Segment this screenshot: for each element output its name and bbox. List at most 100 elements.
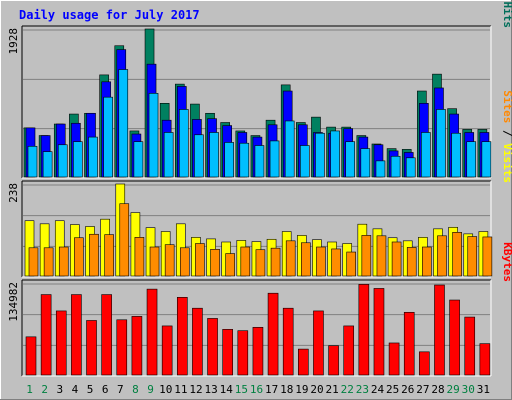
bar-pages-day-19 xyxy=(300,145,310,178)
x-tick-label-31: 31 xyxy=(477,383,490,396)
x-tick-label-23: 23 xyxy=(356,383,369,396)
bar-pages-day-9 xyxy=(148,93,159,178)
bar-sites-day-27 xyxy=(422,246,432,277)
bar-pages-day-6 xyxy=(103,96,113,178)
x-tick-label-12: 12 xyxy=(189,383,202,396)
bar-sites-day-18 xyxy=(285,240,296,277)
bar-sites-day-20 xyxy=(316,246,326,277)
bar-pages-day-5 xyxy=(88,136,98,178)
bar-sites-day-19 xyxy=(301,242,311,277)
bar-sites-day-10 xyxy=(164,244,175,277)
x-axis-labels: 1 2 3 4 5 6 7 8 9 10 11 12 13 14 15 16 17 18 19 20 21 22 23 24 2… xyxy=(26,383,490,396)
bar-pages-day-26 xyxy=(405,157,416,178)
panel-bottom: 134982 KBytes xyxy=(7,242,512,377)
bar-kbytes-day-28 xyxy=(434,284,445,376)
bar-sites-day-21 xyxy=(331,248,341,277)
x-tick-label-13: 13 xyxy=(204,383,217,396)
bar-kbytes-day-12 xyxy=(192,307,203,376)
bar-pages-day-29 xyxy=(451,132,461,178)
bar-kbytes-day-31 xyxy=(479,343,491,376)
bar-kbytes-day-5 xyxy=(86,320,97,376)
series-label-part: KBytes xyxy=(501,242,512,282)
bar-kbytes-day-6 xyxy=(101,294,112,376)
x-tick-label-2: 2 xyxy=(41,383,48,396)
bar-sites-day-24 xyxy=(376,235,387,277)
bar-kbytes-day-30 xyxy=(464,316,476,376)
bar-kbytes-day-11 xyxy=(176,297,188,376)
bar-sites-day-22 xyxy=(346,251,357,277)
bar-kbytes-day-25 xyxy=(388,342,400,376)
bar-kbytes-day-16 xyxy=(252,326,264,376)
x-tick-label-1: 1 xyxy=(26,383,33,396)
bar-pages-day-22 xyxy=(345,141,356,178)
bar-pages-day-8 xyxy=(133,141,144,178)
bar-pages-day-18 xyxy=(284,120,295,178)
x-tick-label-10: 10 xyxy=(159,383,172,396)
x-tick-label-26: 26 xyxy=(401,383,414,396)
panel-mid-max-label: 238 xyxy=(7,183,20,203)
bar-kbytes-day-21 xyxy=(328,345,339,376)
x-tick-label-22: 22 xyxy=(341,383,354,396)
bar-pages-day-24 xyxy=(375,160,386,178)
bar-kbytes-day-22 xyxy=(343,325,355,376)
bar-sites-day-26 xyxy=(406,247,417,277)
bar-kbytes-day-26 xyxy=(403,311,415,376)
bar-kbytes-day-27 xyxy=(419,351,430,376)
x-tick-label-25: 25 xyxy=(386,383,399,396)
x-tick-label-18: 18 xyxy=(280,383,293,396)
bar-kbytes-day-9 xyxy=(146,288,158,376)
bar-kbytes-day-13 xyxy=(207,318,218,376)
bar-kbytes-day-3 xyxy=(55,310,67,376)
bar-sites-day-25 xyxy=(391,241,402,277)
bar-pages-day-13 xyxy=(209,132,219,178)
bar-sites-day-2 xyxy=(43,247,54,277)
bar-sites-day-29 xyxy=(452,232,462,277)
bar-kbytes-day-18 xyxy=(282,307,294,376)
bar-kbytes-day-8 xyxy=(131,316,143,376)
bar-pages-day-30 xyxy=(466,141,477,178)
chart-title: Daily usage for July 2017 xyxy=(19,8,200,22)
x-tick-label-16: 16 xyxy=(250,383,263,396)
bar-kbytes-day-29 xyxy=(449,299,460,376)
panel-bottom-max-label: 134982 xyxy=(7,282,20,322)
bar-sites-day-11 xyxy=(179,247,190,277)
bar-sites-day-7 xyxy=(119,203,130,277)
bar-kbytes-day-19 xyxy=(298,348,309,376)
bar-sites-day-16 xyxy=(255,249,266,277)
bar-kbytes-day-24 xyxy=(373,288,385,376)
bar-kbytes-day-15 xyxy=(237,330,249,376)
bar-pages-day-23 xyxy=(360,148,371,178)
bar-kbytes-day-7 xyxy=(116,319,128,376)
panel-mid: 238 Sites / Visits xyxy=(7,90,512,278)
bar-pages-day-11 xyxy=(178,109,189,178)
x-tick-label-20: 20 xyxy=(310,383,323,396)
bar-sites-day-23 xyxy=(361,235,372,277)
x-tick-label-24: 24 xyxy=(371,383,385,396)
bar-sites-day-3 xyxy=(58,246,69,277)
bar-pages-day-16 xyxy=(254,145,265,178)
x-tick-label-5: 5 xyxy=(87,383,94,396)
x-tick-label-7: 7 xyxy=(117,383,124,396)
bar-kbytes-day-2 xyxy=(40,294,52,376)
bar-kbytes-day-20 xyxy=(313,310,324,376)
bar-sites-day-31 xyxy=(482,236,493,277)
bar-pages-day-4 xyxy=(73,141,83,178)
x-tick-label-14: 14 xyxy=(220,383,234,396)
bar-sites-day-17 xyxy=(270,247,281,277)
x-tick-label-3: 3 xyxy=(57,383,64,396)
bar-sites-day-28 xyxy=(437,235,447,277)
bar-sites-day-8 xyxy=(134,237,145,277)
bar-pages-day-31 xyxy=(481,141,492,178)
bar-kbytes-day-10 xyxy=(161,325,173,376)
x-tick-label-4: 4 xyxy=(72,383,79,396)
x-tick-label-8: 8 xyxy=(132,383,139,396)
panel-top-max-label: 1928 xyxy=(7,28,20,55)
panel-top: 1928 Pages / Files / Hits xyxy=(7,0,512,179)
panel-bottom-series-label: KBytes xyxy=(501,242,512,282)
x-tick-label-15: 15 xyxy=(235,383,248,396)
series-label-part: Sites xyxy=(501,90,512,123)
bar-pages-day-21 xyxy=(330,130,340,178)
bar-pages-day-28 xyxy=(436,109,446,178)
x-tick-label-9: 9 xyxy=(147,383,154,396)
bar-sites-day-1 xyxy=(28,247,39,277)
